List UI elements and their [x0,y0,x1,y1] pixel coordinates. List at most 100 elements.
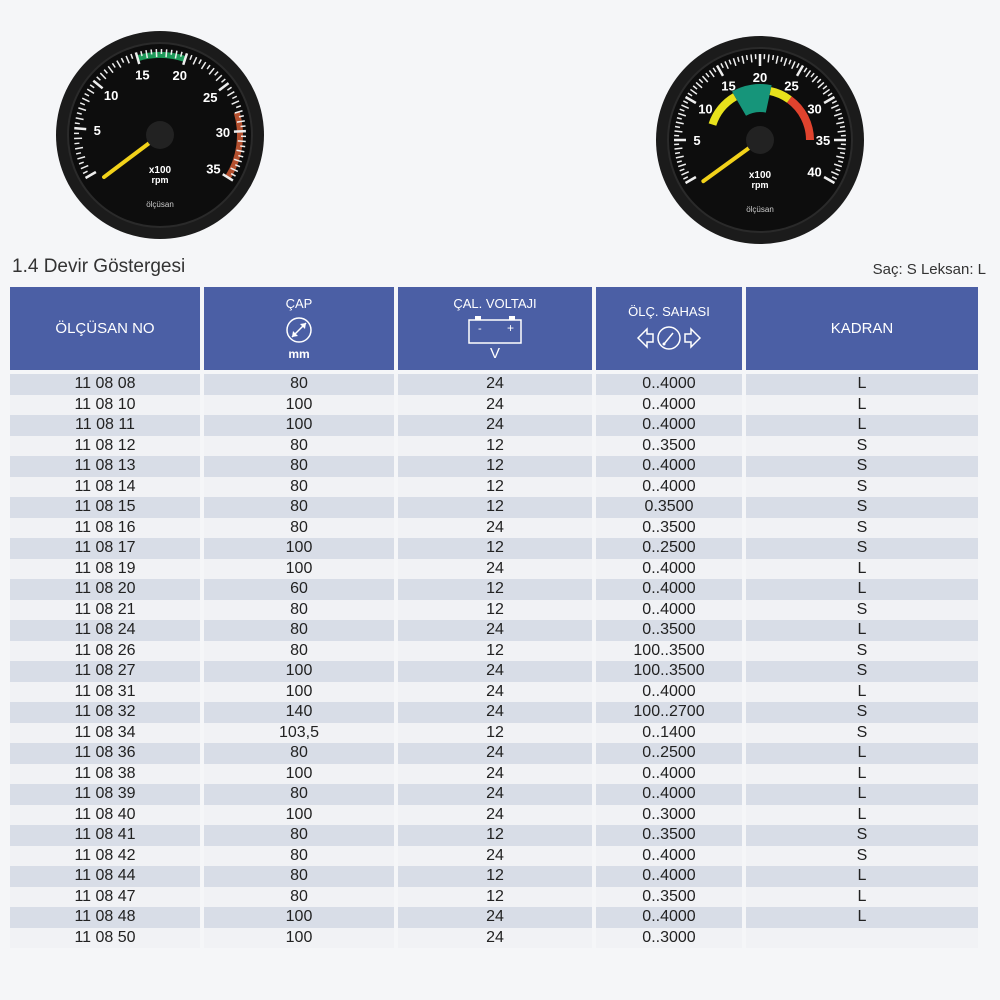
dial-tick [689,88,698,95]
cell-voltage: 12 [398,825,592,846]
dial-tick [823,175,836,185]
dial-tick [174,50,178,59]
dial-tick [675,155,684,159]
cell-diameter: 80 [204,476,394,497]
cell-product-no: 11 08 16 [10,517,200,538]
table-row: 11 08 44 80 12 0..4000 L [10,866,978,887]
cell-product-no: 11 08 14 [10,476,200,497]
dial-tick [200,61,207,70]
dial-label: 5 [693,133,700,148]
cell-diameter: 100 [204,804,394,825]
cell-diameter: 80 [204,599,394,620]
cell-range: 0..4000 [596,415,742,436]
cell-product-no: 11 08 15 [10,497,200,518]
brand-logo: ölçüsan [146,200,174,209]
cell-range: 0..3500 [596,435,742,456]
cell-dial: L [746,763,978,784]
cell-diameter: 100 [204,927,394,948]
dial-tick [235,105,242,109]
cell-diameter: 80 [204,640,394,661]
unit-label: rpm [751,180,768,190]
cell-diameter: 100 [204,661,394,682]
cell-dial: L [746,374,978,395]
dial-tick [822,88,831,95]
dial-tick [679,108,685,112]
dial-tick [838,117,844,120]
cell-voltage: 12 [398,866,592,887]
dial-tick [724,61,729,70]
dial-tick [674,125,681,129]
cell-diameter: 80 [204,886,394,907]
cell-diameter: 100 [204,538,394,559]
dial-tick [795,64,805,77]
cell-product-no: 11 08 47 [10,886,200,907]
dial-tick [111,62,116,68]
cell-range: 0..4000 [596,763,742,784]
cell-dial: S [746,722,978,743]
col-header-range: ÖLÇ. SAHASI [596,287,742,370]
section-title: 1.4 Devir Göstergesi [12,256,186,277]
cell-voltage: 24 [398,620,592,641]
cell-product-no: 11 08 38 [10,763,200,784]
cell-range: 0..4000 [596,599,742,620]
dial-tick [180,51,183,57]
dial-tick [836,121,845,125]
table-row: 11 08 50 100 24 0..3000 [10,927,978,948]
dial-tick [737,56,740,62]
cell-voltage: 24 [398,558,592,579]
dial-tick [221,78,226,83]
dial-tick [831,100,837,104]
cell-range: 0..4000 [596,476,742,497]
dial-tick [687,92,693,97]
dial-tick [238,115,244,118]
dial-tick [74,122,80,125]
dial-tick [125,55,130,64]
cell-range: 0..3500 [596,517,742,538]
cell-range: 100..3500 [596,640,742,661]
dial-label: 30 [807,102,821,117]
dial-tick [780,56,783,62]
table-row: 11 08 12 80 12 0..3500 S [10,435,978,456]
cell-dial: S [746,825,978,846]
dial-tick [830,104,839,109]
dial-tick [771,54,775,61]
dial-tick [208,67,215,75]
dial-tick [226,86,232,91]
cell-product-no: 11 08 50 [10,927,200,948]
dial-tick [84,170,97,180]
cell-range: 0..3000 [596,927,742,948]
dial-tick [74,146,84,150]
cell-voltage: 24 [398,681,592,702]
cell-voltage: 24 [398,517,592,538]
dial-tick [240,145,246,148]
dial-tick [222,173,234,182]
table-row: 11 08 38 100 24 0..4000 L [10,763,978,784]
table-row: 11 08 24 80 24 0..3500 L [10,620,978,641]
product-table: ÖLÇÜSAN NO ÇAP mm ÇAL. VOLTAJI - + V ÖLÇ.… [6,287,982,948]
cell-diameter: 60 [204,579,394,600]
dial-tick [767,54,770,63]
cell-product-no: 11 08 44 [10,866,200,887]
dial-zone [136,52,187,62]
dial-tick [170,49,173,55]
cell-range: 0..3500 [596,825,742,846]
table-row: 11 08 15 80 12 0.3500 S [10,497,978,518]
table-row: 11 08 39 80 24 0..4000 L [10,784,978,805]
dial-tick [837,130,846,133]
table-row: 11 08 11 100 24 0..4000 L [10,415,978,436]
dial-tick [99,72,107,80]
dial-tick [674,147,683,150]
needle-hub [746,126,774,154]
dial-tick [837,147,846,150]
dial-tick [237,140,246,143]
table-row: 11 08 16 80 24 0..3500 S [10,517,978,538]
measuring-range-icon [636,326,702,350]
cell-voltage: 12 [398,456,592,477]
dial-tick [741,55,745,64]
table-row: 11 08 34 103,5 12 0..1400 S [10,722,978,743]
cell-voltage: 12 [398,435,592,456]
cell-voltage: 24 [398,804,592,825]
dial-tick [230,173,236,177]
dial-label: 10 [698,102,712,117]
